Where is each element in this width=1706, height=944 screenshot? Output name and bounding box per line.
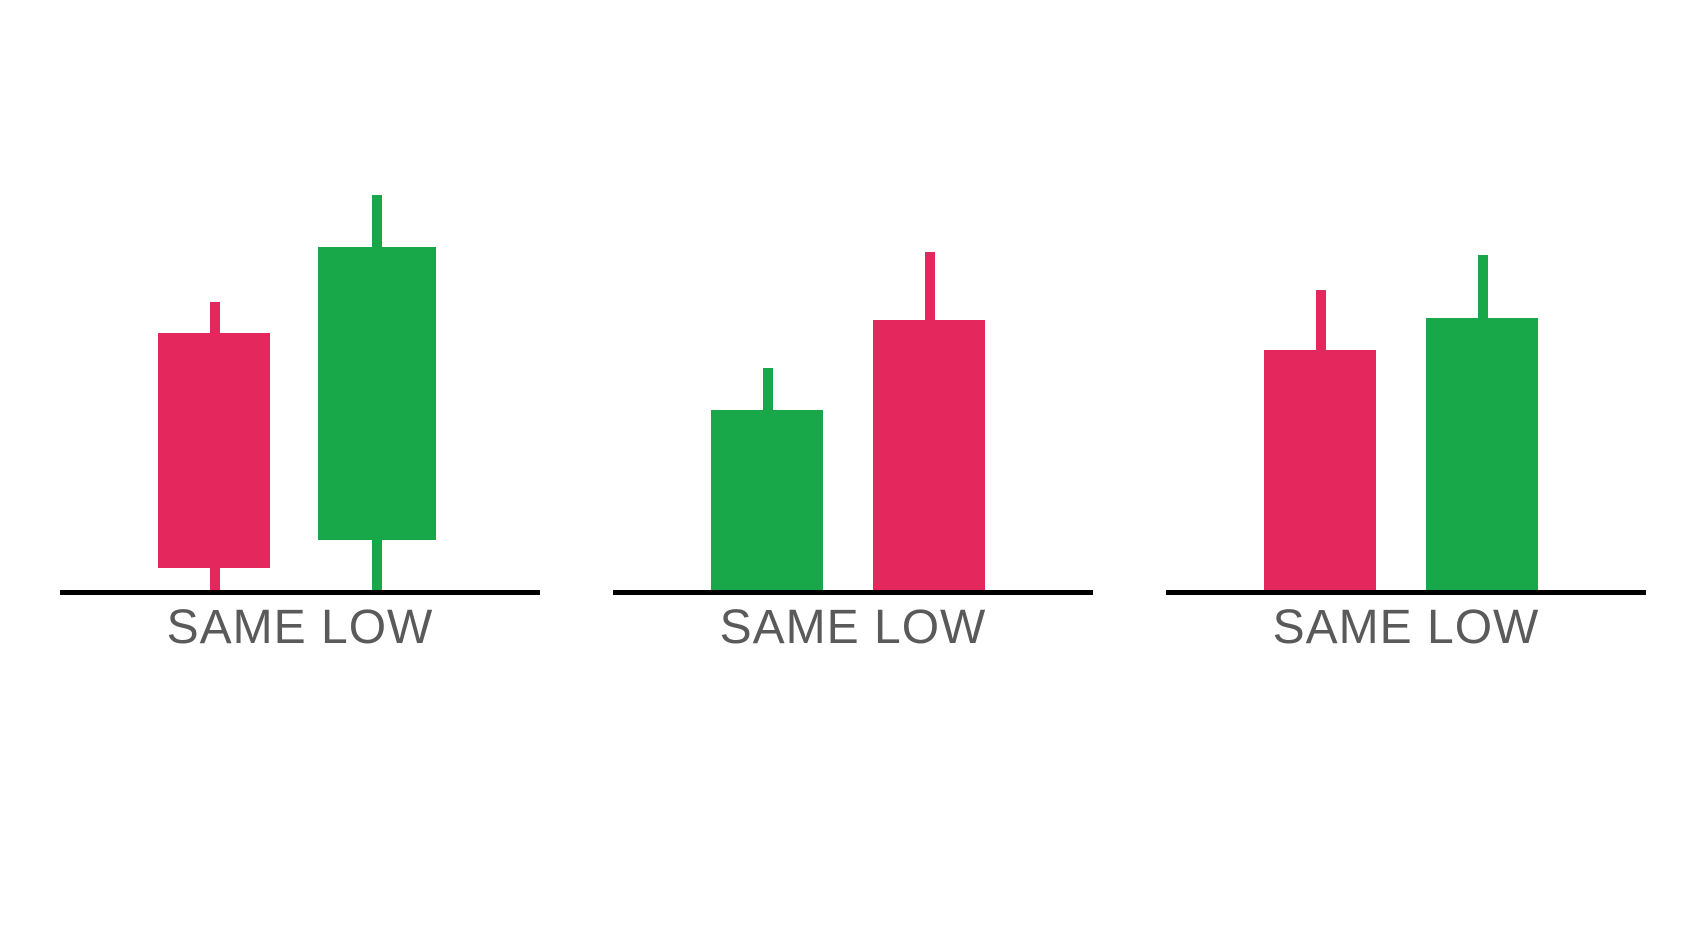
panels-container: SAME LOW SAME LOW SAME LOW [0, 0, 1706, 944]
candle-body [318, 247, 436, 540]
candle-body [1426, 318, 1538, 590]
lower-wick [372, 540, 382, 590]
panel-label: SAME LOW [1166, 600, 1646, 655]
baseline [60, 590, 540, 595]
candle-body [873, 320, 985, 590]
upper-wick [1478, 255, 1488, 318]
panel-label: SAME LOW [60, 600, 540, 655]
candlestick-panel-1: SAME LOW [60, 0, 540, 944]
candle-body [1264, 350, 1376, 590]
candle-body [158, 333, 270, 568]
candlestick-panel-3: SAME LOW [1166, 0, 1646, 944]
baseline [613, 590, 1093, 595]
upper-wick [372, 195, 382, 247]
upper-wick [925, 252, 935, 320]
lower-wick [210, 568, 220, 590]
panel-label: SAME LOW [613, 600, 1093, 655]
upper-wick [210, 302, 220, 333]
upper-wick [1316, 290, 1326, 350]
upper-wick [763, 368, 773, 410]
candle-body [711, 410, 823, 590]
candlestick-panel-2: SAME LOW [613, 0, 1093, 944]
baseline [1166, 590, 1646, 595]
